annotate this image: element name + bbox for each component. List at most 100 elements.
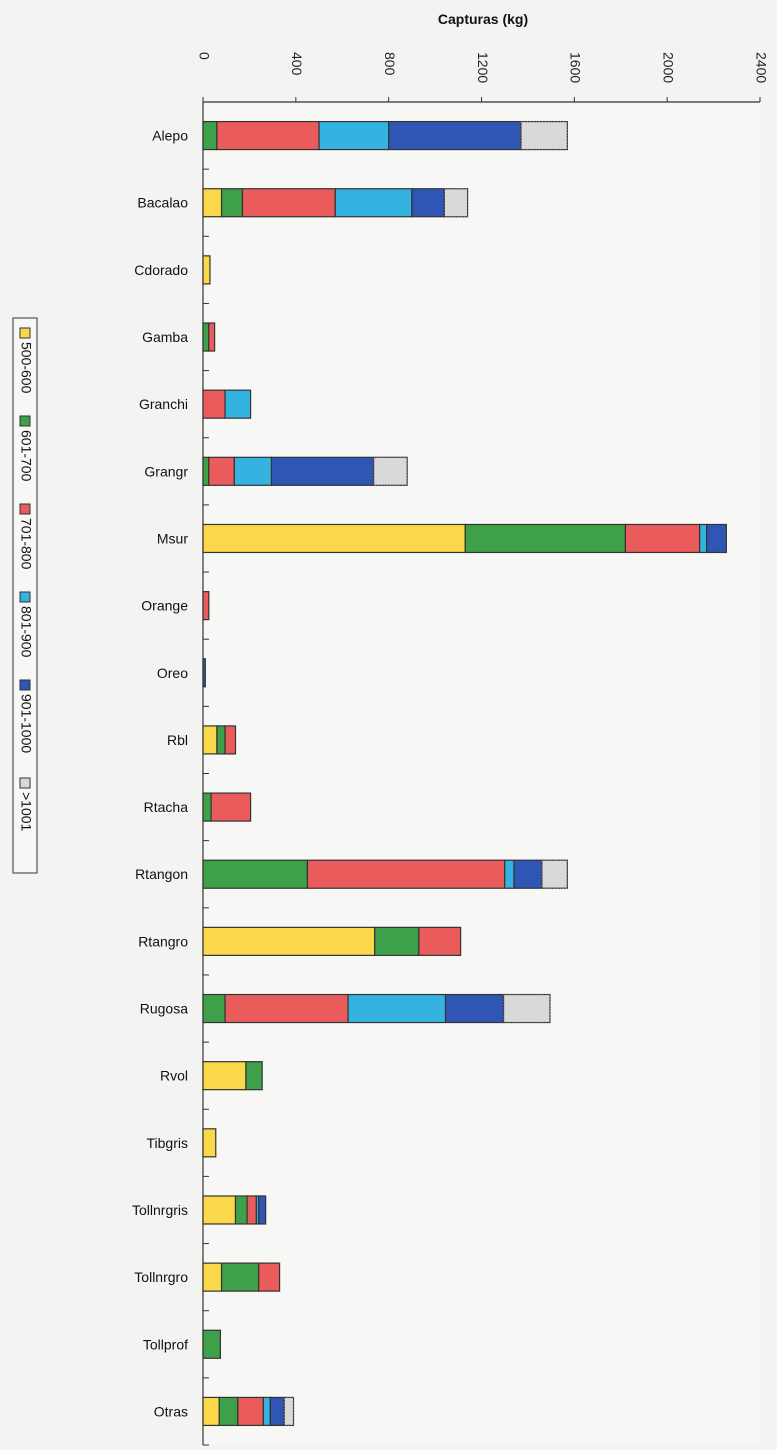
bar-segment (202, 792, 212, 822)
x-tick-label: 0 (196, 52, 212, 60)
bar-segment (202, 658, 206, 688)
category-label: Orange (141, 598, 188, 614)
category-label: Tollprof (143, 1336, 188, 1352)
x-tick-label: 800 (382, 52, 398, 76)
category-label: Rtacha (144, 799, 189, 815)
category-label: Tibgris (147, 1135, 189, 1151)
bar-segment (237, 1396, 264, 1427)
x-tick-label: 400 (289, 52, 305, 76)
bar-segment (706, 523, 727, 554)
bar-segment (372, 456, 408, 486)
bar-segment (464, 523, 626, 554)
bar-segment (202, 120, 218, 151)
bar-segment (541, 859, 568, 889)
x-tick-label: 1600 (568, 52, 584, 83)
legend-label: 701-800 (18, 518, 34, 570)
legend-label: 500-600 (18, 342, 34, 394)
bar-segment (411, 188, 445, 218)
category-label: Rtangro (138, 933, 188, 949)
bar-segment (283, 1396, 295, 1427)
legend-swatch (19, 415, 31, 427)
bar-segment (220, 188, 244, 218)
legend-label: 801-900 (18, 606, 34, 658)
category-label: Tollnrgro (134, 1269, 188, 1285)
bar-segment (202, 1128, 217, 1158)
x-axis-title: Capturas (kg) (438, 11, 528, 27)
bar-segment (520, 120, 568, 151)
bar-segment (513, 859, 543, 889)
bar-segment (208, 456, 235, 486)
bar-segment (306, 859, 506, 889)
category-label: Oreo (157, 665, 188, 681)
bar-segment (334, 188, 413, 218)
bar-segment (246, 1195, 257, 1225)
category-label: Bacalao (137, 195, 188, 211)
bar-segment (699, 523, 708, 554)
bar-segment (202, 993, 226, 1024)
x-tick-label: 2000 (660, 52, 676, 83)
bar-segment (202, 926, 376, 956)
bar-segment (443, 188, 469, 218)
bar-segment (202, 456, 210, 486)
bar-segment (202, 1061, 247, 1091)
bar-segment (202, 322, 210, 352)
bar-segment (269, 1396, 285, 1427)
bar-segment (202, 188, 223, 218)
bar-segment-texture (283, 1397, 294, 1426)
plot-area: 0 400 800 1200 1600 2000 2400 Alepo Bacalao Cdora… (132, 52, 769, 1446)
bar-segment (262, 1396, 271, 1427)
bar-segment (347, 993, 447, 1024)
legend-label: >1001 (18, 792, 34, 832)
legend-swatch (19, 327, 31, 339)
bar-segment (202, 1396, 220, 1427)
legend-label: 901-1000 (18, 694, 34, 753)
bar-segment-texture (541, 859, 568, 889)
bar-segment (318, 120, 390, 151)
bar-segment-texture (373, 457, 408, 486)
category-label: Rbl (167, 732, 188, 748)
bar-segment (202, 859, 309, 889)
bar-segment (504, 859, 515, 889)
x-tick-label: 2400 (753, 52, 769, 83)
legend-swatch (19, 503, 31, 515)
bar-segment (224, 389, 252, 419)
bar-segment (210, 792, 252, 822)
bar-segment (233, 456, 273, 486)
bar-segment (258, 1195, 267, 1225)
legend: 500-600 601-700 701-800 801-900 901-1000 >100… (12, 317, 38, 874)
bar-segment-texture (503, 994, 551, 1023)
plot-background (203, 102, 760, 1445)
category-label: Otras (154, 1403, 188, 1419)
bar-segment (216, 725, 226, 755)
bar-segment (258, 1262, 281, 1292)
bar-segment (624, 523, 701, 554)
bar-segment (388, 120, 522, 151)
bar-segment (202, 1329, 222, 1359)
bar-segment (374, 926, 420, 956)
bar-segment (224, 993, 349, 1024)
bar-segment (202, 523, 466, 554)
bar-segment (224, 725, 237, 755)
bar-segment-texture (520, 121, 568, 150)
bar-segment (208, 322, 216, 352)
bar-segment (218, 1396, 239, 1427)
category-label: Rvol (160, 1068, 188, 1084)
bar-segment (202, 255, 211, 285)
bar-segment (502, 993, 551, 1024)
bar-segment (220, 1262, 260, 1292)
category-label: Grangr (144, 463, 188, 479)
category-label: Cdorado (134, 262, 188, 278)
category-label: Gamba (142, 329, 188, 345)
category-label: Alepo (152, 128, 188, 144)
x-tick-label: 1200 (475, 52, 491, 83)
category-label: Rtangon (135, 866, 188, 882)
legend-label: 601-700 (18, 430, 34, 482)
bar-segment (202, 1195, 237, 1225)
bar-segment (216, 120, 320, 151)
category-label: Tollnrgris (132, 1202, 188, 1218)
bar-segment (202, 1262, 223, 1292)
category-label: Msur (157, 530, 188, 546)
legend-swatch (19, 591, 31, 603)
bar-segment (202, 389, 226, 419)
